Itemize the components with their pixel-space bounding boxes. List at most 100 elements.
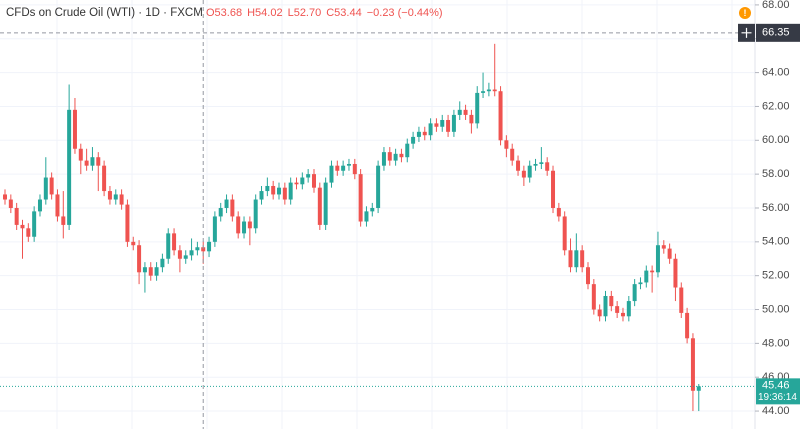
candle-body [516,160,521,171]
grid [0,0,755,429]
candle-body [463,109,468,115]
candle-body [294,182,299,185]
candle-body [609,295,614,307]
candle-body [696,386,701,391]
candle-body [551,170,556,208]
candle-body [212,216,217,242]
candle-body [416,131,421,137]
candle-body [277,187,282,195]
candle-body [119,194,124,205]
candle-body [626,301,631,317]
candle-body [37,199,42,212]
candle-body [113,194,118,200]
candle-body [20,224,25,229]
candle-body [615,306,620,313]
candle-body [574,250,579,268]
candle-body [376,165,381,208]
candle-body [61,216,66,225]
candle-body [230,199,235,217]
candle-body [247,221,252,229]
candles [3,43,701,412]
candle-body [428,123,433,136]
candle-body [253,199,258,229]
alert-icon[interactable] [739,7,751,19]
candle-body [650,270,655,273]
candle-body [620,312,625,317]
candle-body [311,174,316,188]
candle-body [387,152,392,161]
candle-body [533,163,538,166]
price-axis: 44.0046.0048.0050.0052.0054.0056.0058.00… [755,0,790,417]
crosshair-price-box [756,23,800,42]
candle-body [655,245,660,273]
candle-body [358,174,363,222]
candle-body [673,258,678,288]
legend-item: H54.02 [247,7,282,19]
candle-body [521,170,526,178]
candle-body [422,131,427,136]
candle-body [667,248,672,259]
candle-body [90,157,95,166]
candle-body [562,216,567,251]
candle-body [125,204,130,242]
candle-body [568,250,573,268]
legend-item: O53.68 [206,7,242,19]
candle-body [26,228,31,237]
candle-body [271,185,276,195]
candle-body [545,162,550,171]
candle-body [107,191,112,200]
candle-body [84,160,89,166]
y-tick-label: 54.00 [762,236,790,248]
candle-body [201,247,206,252]
candle-body [457,109,462,115]
candle-body [644,270,649,283]
crosshair-price-label: 66.35 [762,27,790,39]
candle-body [469,114,474,124]
candle-body [43,177,48,200]
candle-body [166,233,171,259]
last-price-label: 45.46 [762,379,790,391]
candle-body [189,250,194,256]
y-tick-label: 62.00 [762,100,790,112]
candle-body [492,89,497,92]
candle-body [259,191,264,200]
chart-title: CFDs on Crude Oil (WTI) · 1D · FXCM [6,7,203,19]
y-tick-label: 58.00 [762,168,790,180]
legend-item: C53.44 [326,7,361,19]
candle-body [224,199,229,208]
candle-body [14,207,19,225]
candle-body [411,136,416,144]
candle-body [399,153,404,158]
ohlc-legend: O53.68 H54.02 L52.70 C53.44 −0.23 (−0.44%) [206,7,443,19]
candle-body [3,194,7,200]
candle-body [597,309,602,317]
candle-body [148,267,153,276]
candle-body [207,241,212,252]
candle-body [177,250,182,259]
candle-body [591,284,596,310]
legend-item: L52.70 [288,7,322,19]
candle-body [317,187,322,225]
candle-body [632,284,637,302]
candle-body [32,211,37,237]
candle-body [346,163,351,166]
y-tick-label: 56.00 [762,202,790,214]
candle-body [527,165,532,178]
candle-body [306,174,311,178]
candle-body [154,267,159,276]
candle-body [434,123,439,127]
candle-body [183,255,188,259]
candle-body [160,258,165,268]
candle-body [446,119,451,132]
candle-body [603,295,608,317]
candle-body [440,119,445,127]
candle-body [661,245,666,249]
candle-body [341,165,346,171]
candle-body [475,92,480,124]
candle-body [102,165,107,192]
candle-body [242,221,247,234]
candle-body [486,89,491,92]
candle-body [137,245,142,273]
candle-body [370,207,375,212]
candle-body [638,282,643,285]
